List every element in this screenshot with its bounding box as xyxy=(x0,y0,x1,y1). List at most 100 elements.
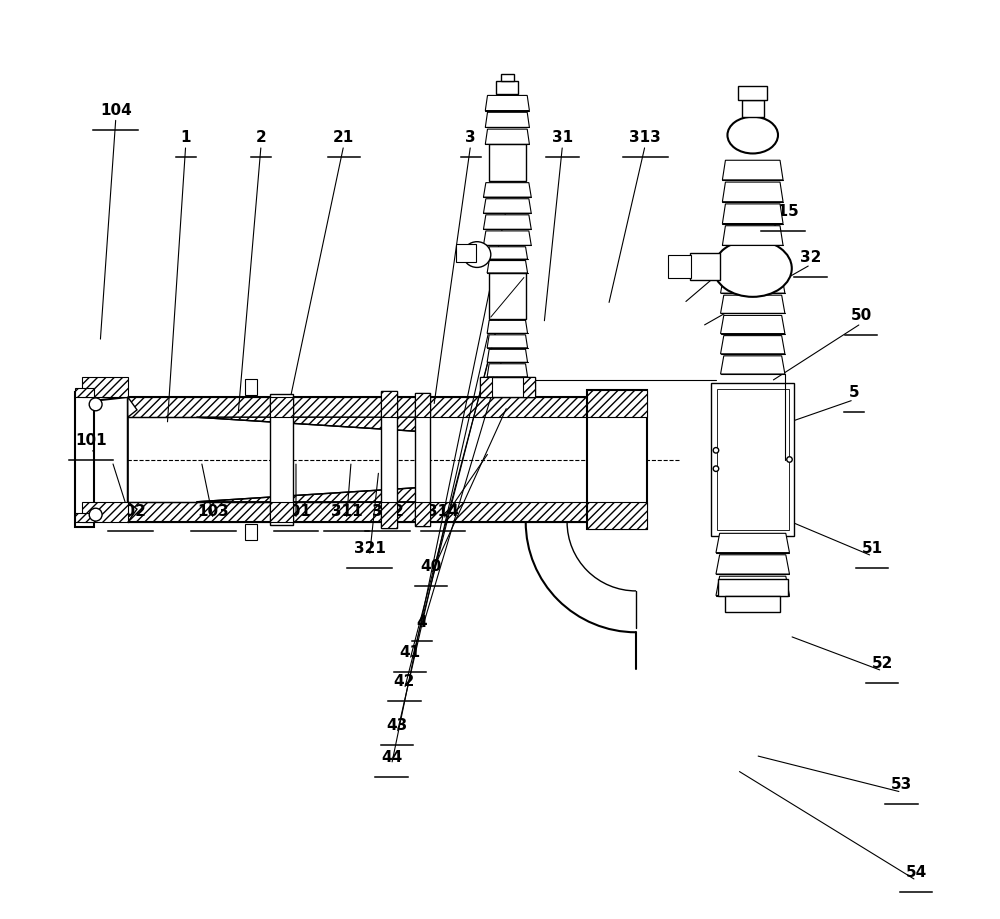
Text: 102: 102 xyxy=(115,505,146,519)
Circle shape xyxy=(89,398,102,411)
Bar xyxy=(415,393,430,526)
Text: 315: 315 xyxy=(767,204,799,219)
Polygon shape xyxy=(721,295,785,313)
Bar xyxy=(381,502,397,528)
Text: 313: 313 xyxy=(629,130,661,145)
Text: 311: 311 xyxy=(331,505,362,519)
Text: 50: 50 xyxy=(851,309,872,323)
Polygon shape xyxy=(197,417,426,432)
Polygon shape xyxy=(716,555,789,574)
Polygon shape xyxy=(485,96,529,110)
Polygon shape xyxy=(487,246,528,259)
Bar xyxy=(717,389,789,530)
Polygon shape xyxy=(483,215,531,230)
Bar xyxy=(496,81,518,94)
Text: 42: 42 xyxy=(394,675,415,689)
Text: 40: 40 xyxy=(420,560,442,574)
Bar xyxy=(128,397,633,417)
Polygon shape xyxy=(721,315,785,334)
Polygon shape xyxy=(722,204,783,223)
Bar xyxy=(381,391,397,528)
Polygon shape xyxy=(197,487,426,502)
Circle shape xyxy=(713,466,719,471)
Polygon shape xyxy=(487,364,528,377)
Bar xyxy=(415,393,430,417)
Bar xyxy=(82,377,128,397)
Bar xyxy=(523,377,535,397)
Text: 312: 312 xyxy=(372,505,404,519)
Polygon shape xyxy=(75,397,128,522)
Bar xyxy=(456,244,476,262)
Polygon shape xyxy=(721,335,785,354)
Text: 1: 1 xyxy=(180,130,191,145)
Bar xyxy=(489,273,526,319)
Polygon shape xyxy=(487,321,528,334)
Polygon shape xyxy=(721,356,785,374)
Text: 53: 53 xyxy=(891,777,912,792)
Circle shape xyxy=(713,448,719,453)
Bar xyxy=(587,502,647,529)
Polygon shape xyxy=(483,231,531,245)
Text: 32: 32 xyxy=(800,250,821,265)
Bar xyxy=(711,383,794,536)
Text: 3: 3 xyxy=(465,130,476,145)
Bar xyxy=(245,379,257,395)
Text: 5: 5 xyxy=(849,385,859,400)
Ellipse shape xyxy=(463,242,491,267)
Polygon shape xyxy=(722,182,783,202)
Polygon shape xyxy=(721,275,785,293)
Polygon shape xyxy=(485,129,529,144)
Text: 321: 321 xyxy=(354,541,385,556)
Bar xyxy=(75,392,94,527)
Polygon shape xyxy=(483,199,531,213)
Bar xyxy=(718,579,788,596)
Ellipse shape xyxy=(714,240,792,297)
Bar xyxy=(270,394,293,525)
Bar xyxy=(725,596,780,612)
Circle shape xyxy=(787,457,792,462)
Text: 4: 4 xyxy=(417,615,427,630)
Text: 31: 31 xyxy=(552,130,573,145)
Bar xyxy=(381,391,397,417)
Ellipse shape xyxy=(727,117,778,153)
Bar xyxy=(245,524,257,540)
Bar xyxy=(742,100,764,117)
Polygon shape xyxy=(487,261,528,273)
Polygon shape xyxy=(483,183,531,198)
Polygon shape xyxy=(487,349,528,362)
Polygon shape xyxy=(722,226,783,245)
Bar xyxy=(480,377,492,397)
Text: 52: 52 xyxy=(872,656,893,671)
Bar xyxy=(587,390,647,529)
Text: 201: 201 xyxy=(280,505,312,519)
Circle shape xyxy=(89,508,102,521)
Bar xyxy=(690,253,720,280)
Bar xyxy=(270,502,293,522)
Text: 21: 21 xyxy=(333,130,354,145)
Text: 43: 43 xyxy=(386,719,408,733)
Polygon shape xyxy=(485,112,529,128)
Bar xyxy=(668,255,691,278)
Polygon shape xyxy=(128,397,137,417)
Text: 314: 314 xyxy=(427,505,459,519)
Text: 44: 44 xyxy=(381,750,402,765)
Text: 51: 51 xyxy=(862,541,883,556)
Text: 2: 2 xyxy=(256,130,266,145)
Bar xyxy=(587,390,647,417)
Text: 54: 54 xyxy=(906,866,927,880)
Bar xyxy=(489,144,526,181)
Text: 41: 41 xyxy=(399,645,421,660)
Bar xyxy=(270,397,293,417)
Polygon shape xyxy=(128,502,137,522)
Bar xyxy=(738,86,767,100)
Bar xyxy=(128,502,633,522)
Bar xyxy=(415,502,430,526)
Bar xyxy=(480,377,535,397)
Text: 104: 104 xyxy=(100,103,132,118)
Bar xyxy=(501,74,514,81)
Text: 103: 103 xyxy=(197,505,229,519)
Polygon shape xyxy=(716,533,789,552)
Bar xyxy=(75,513,94,522)
Polygon shape xyxy=(722,160,783,180)
Text: 101: 101 xyxy=(75,434,107,448)
